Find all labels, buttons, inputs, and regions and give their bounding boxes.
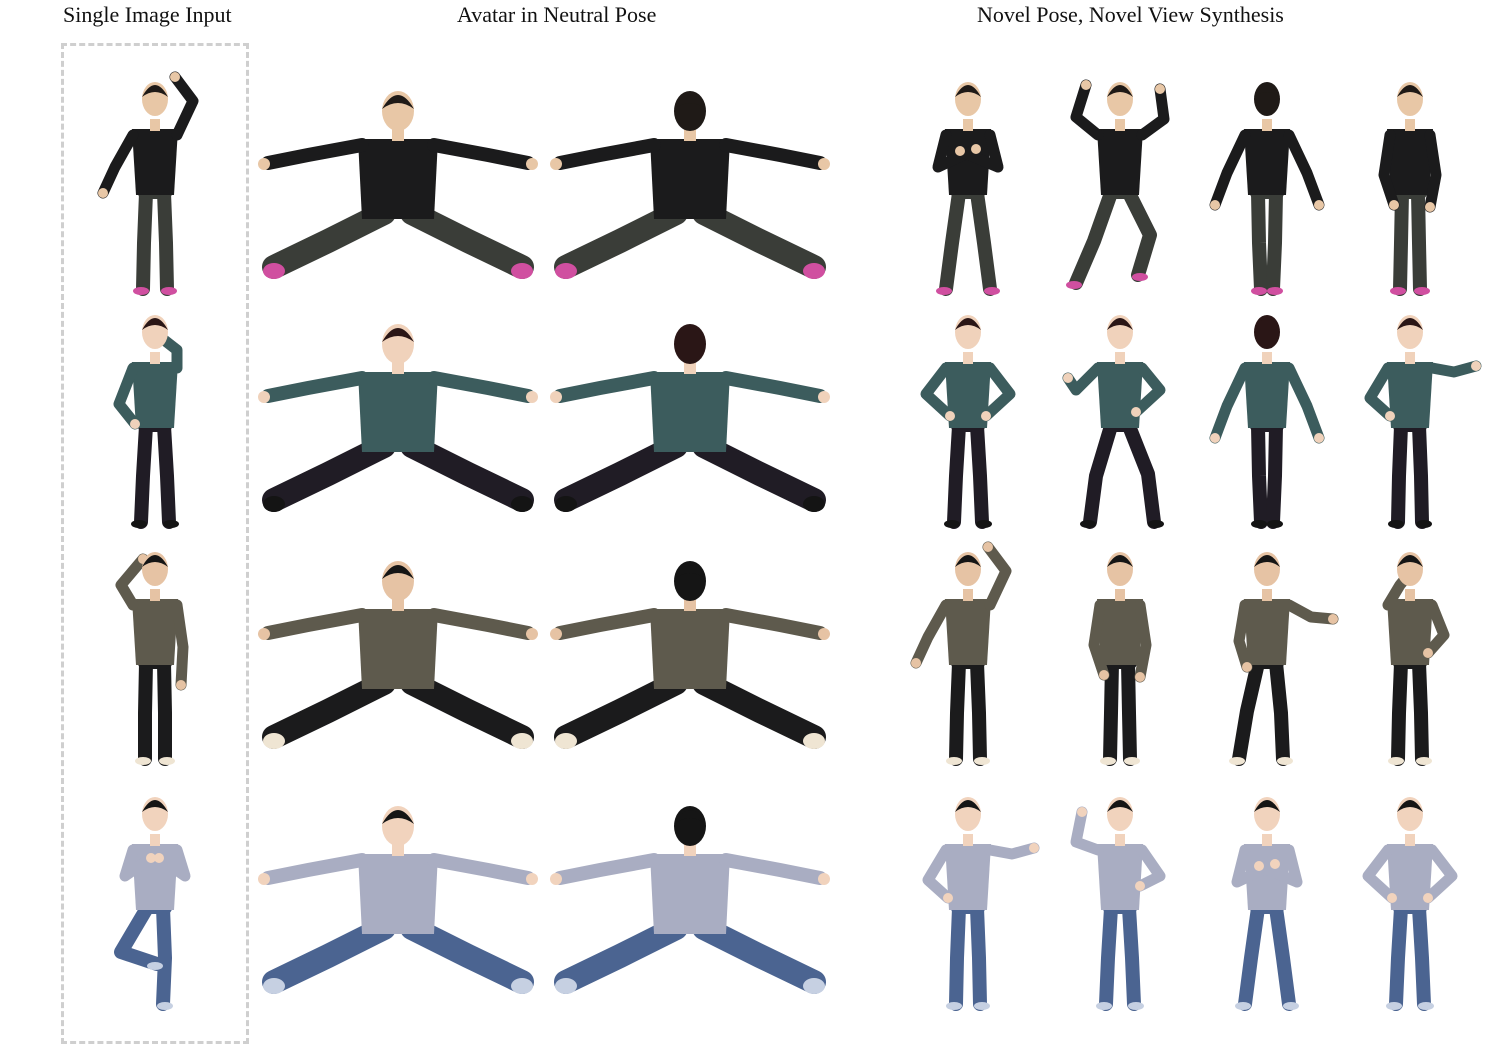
subject-4-novel-view-2 <box>1070 797 1166 1011</box>
subject-1-novel-view-3 <box>1209 82 1325 296</box>
subject-2-input-photo <box>113 315 183 529</box>
subject-1-input-photo <box>97 71 199 296</box>
subject-3-novel-view-2 <box>1088 552 1152 766</box>
subject-3-neutral-back <box>550 561 830 749</box>
subject-1-novel-view-1 <box>932 82 1004 296</box>
subject-1-novel-view-2 <box>1066 79 1170 290</box>
subject-1-neutral-back <box>550 91 830 279</box>
subject-2-novel-view-3 <box>1209 315 1325 529</box>
subject-2-novel-view-4 <box>1364 315 1482 529</box>
header-single-image-input: Single Image Input <box>63 2 232 27</box>
subject-4-novel-view-4 <box>1362 797 1458 1011</box>
subject-4-novel-view-3 <box>1231 797 1303 1011</box>
subject-4-input-photo <box>114 797 191 1011</box>
header-novel-pose-view-synthesis: Novel Pose, Novel View Synthesis <box>977 2 1284 27</box>
subject-2-neutral-back <box>550 324 830 512</box>
subject-3-novel-view-1 <box>910 541 1012 766</box>
subject-3-input-photo <box>115 552 189 766</box>
subject-3-novel-view-3 <box>1229 552 1339 766</box>
subject-4-neutral-back <box>550 806 830 994</box>
subject-2-neutral-front <box>258 324 538 512</box>
subject-2-novel-view-2 <box>1062 315 1166 529</box>
subject-2-novel-view-1 <box>920 315 1016 529</box>
subject-3-novel-view-4 <box>1382 552 1450 766</box>
subject-1-novel-view-4 <box>1378 82 1442 296</box>
single-input-dashed-frame <box>61 43 249 1044</box>
subject-4-neutral-front <box>258 806 538 994</box>
subject-4-novel-view-1 <box>922 797 1040 1011</box>
subject-3-neutral-front <box>258 561 538 749</box>
subject-1-neutral-front <box>258 91 538 279</box>
header-avatar-neutral-pose: Avatar in Neutral Pose <box>457 2 657 27</box>
